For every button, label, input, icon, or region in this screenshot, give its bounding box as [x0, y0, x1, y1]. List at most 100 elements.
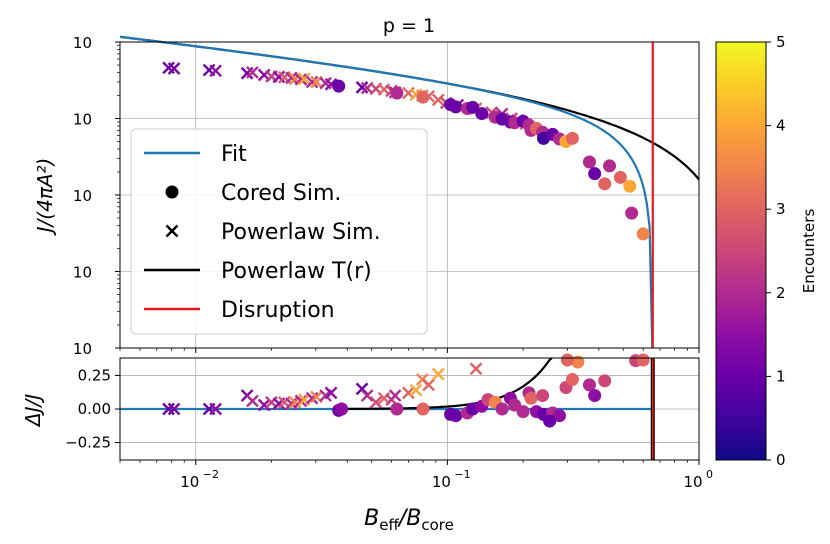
legend-entry-1: Cored Sim. — [165, 181, 341, 206]
bottom-powerlaw-point-24 — [402, 386, 415, 400]
bottom-powerlaw-point-0 — [162, 402, 175, 416]
bottom-ytick-label-0: 0.25 — [78, 366, 111, 384]
bottom-powerlaw-point-24-stroke-b — [402, 386, 415, 400]
top-powerlaw-point-28-stroke-b — [431, 93, 445, 107]
top-ytick-label-0: 10 — [73, 34, 92, 52]
bottom-y-axis-label: ΔJ/J — [21, 394, 45, 428]
bottom-cored-point-18 — [536, 389, 550, 403]
top-cored-point-7 — [475, 107, 489, 121]
legend-label-4: Disruption — [221, 298, 335, 323]
bottom-cored-point-1 — [335, 402, 349, 416]
bottom-powerlaw-point-29-stroke-b — [469, 362, 483, 376]
bottom-powerlaw-point-25-stroke-b — [409, 383, 423, 397]
chart-title: p = 1 — [383, 15, 435, 37]
bottom-powerlaw-point-15-stroke-b — [310, 390, 323, 404]
bottom-cored-point-3 — [416, 402, 430, 416]
bottom-cored-point-16 — [524, 391, 538, 405]
bottom-cored-point-2 — [390, 402, 404, 416]
top-powerlaw-point-5-stroke-b — [246, 66, 259, 79]
bottom-ytick-label-2: −0.25 — [65, 434, 111, 452]
bottom-cored-point-26 — [598, 374, 612, 388]
top-powerlaw-point-5 — [246, 66, 259, 79]
top-cored-point-4 — [449, 100, 463, 114]
top-powerlaw-point-13-stroke-b — [297, 72, 311, 86]
top-cored-point-26 — [613, 170, 627, 184]
top-cored-point-23 — [588, 167, 602, 181]
xtick-exp-0: −2 — [203, 468, 219, 481]
top-cored-point-22 — [582, 155, 596, 169]
bottom-powerlaw-point-28 — [431, 367, 445, 381]
bottom-powerlaw-point-28-stroke-b — [431, 367, 445, 381]
top-powerlaw-point-28 — [431, 93, 445, 107]
bottom-cored-point-23 — [565, 372, 579, 386]
xtick-label-0: 10 — [180, 473, 199, 491]
bottom-cored-point-14 — [516, 405, 530, 419]
bottom-cored-point-5 — [449, 409, 463, 423]
bottom-powerlaw-point-20-stroke-b — [369, 395, 383, 409]
top-powerlaw-point-18-stroke-b — [355, 81, 369, 94]
bottom-powerlaw-point-10-stroke-b — [285, 397, 298, 410]
bottom-powerlaw-point-23 — [388, 389, 402, 402]
top-ytick-label-4: 10 — [73, 340, 92, 358]
top-cored-point-1 — [390, 86, 404, 100]
bottom-cored-point-28 — [571, 355, 585, 369]
legend-swatch-cross-2-stroke-b — [165, 224, 179, 238]
bottom-marks — [162, 353, 650, 428]
bottom-powerlaw-point-19-stroke-b — [360, 389, 374, 402]
x-label-main-sub: eff — [379, 516, 399, 534]
top-powerlaw-point-13 — [297, 72, 311, 86]
top-ytick-label-2: 10 — [73, 187, 92, 205]
top-powerlaw-point-11-stroke-b — [288, 72, 302, 86]
top-powerlaw-point-25-stroke-b — [409, 88, 423, 101]
bottom-powerlaw-point-19 — [360, 389, 374, 402]
colorbar-tick-label-1: 1 — [776, 367, 786, 385]
colorbar-tick-label-4: 4 — [776, 117, 786, 135]
top-y-axis-label: J/(4πA²) — [33, 158, 57, 237]
top-powerlaw-point-8-stroke-b — [272, 70, 286, 84]
top-powerlaw-point-3 — [209, 64, 223, 78]
bottom-powerlaw-point-27 — [422, 378, 436, 392]
top-cored-point-24 — [598, 177, 612, 191]
legend-label-2: Powerlaw Sim. — [221, 220, 381, 245]
bottom-powerlaw-point-29 — [469, 362, 483, 376]
bottom-powerlaw-point-17 — [324, 386, 338, 400]
top-powerlaw-point-16-stroke-b — [319, 76, 332, 90]
fit-curve — [119, 35, 654, 349]
top-powerlaw-point-12 — [294, 72, 308, 86]
colorbar-ticks: 0 1 2 3 4 5 — [766, 33, 786, 469]
top-ticks: 10110010−110−210−3 — [73, 34, 700, 358]
bottom-powerlaw-point-6-stroke-b — [257, 398, 271, 412]
xtick-exp-2: 0 — [706, 468, 713, 481]
bottom-powerlaw-point-20 — [369, 395, 383, 409]
top-powerlaw-point-14 — [305, 75, 319, 89]
bottom-powerlaw-point-23-stroke-b — [388, 389, 402, 402]
bottom-cored-point-29 — [560, 353, 574, 367]
top-powerlaw-point-1-stroke-b — [167, 62, 181, 75]
colorbar-tick-label-2: 2 — [776, 284, 786, 302]
legend-entry-4: Disruption — [144, 298, 335, 323]
top-powerlaw-point-12-stroke-b — [294, 72, 308, 86]
top-powerlaw-point-0-stroke-b — [162, 61, 175, 75]
bottom-powerlaw-point-27-stroke-b — [422, 378, 436, 392]
powerlaw-residual-curve — [347, 357, 553, 410]
legend-entry-0: Fit — [144, 142, 247, 167]
bottom-powerlaw-point-12-stroke-b — [294, 394, 308, 408]
xtick-label-1: 10 — [432, 473, 451, 491]
legend-swatch-dot-1 — [165, 185, 179, 199]
legend-box — [130, 128, 428, 335]
bottom-cored-point-25 — [588, 389, 602, 403]
x-axis-label: Beff/Bcore — [364, 506, 454, 534]
colorbar-tick-label-3: 3 — [776, 200, 786, 218]
legend-entry-2: Powerlaw Sim. — [165, 220, 381, 245]
x-label-main: B — [364, 506, 379, 531]
top-powerlaw-point-14-stroke-b — [305, 75, 319, 89]
top-curves — [119, 35, 700, 349]
top-cored-point-21 — [565, 131, 579, 145]
top-powerlaw-point-17-stroke-b — [324, 77, 338, 91]
top-ytick-label-1: 10 — [73, 111, 92, 129]
top-cored-point-28 — [625, 206, 639, 220]
top-cored-point-6 — [466, 100, 480, 114]
